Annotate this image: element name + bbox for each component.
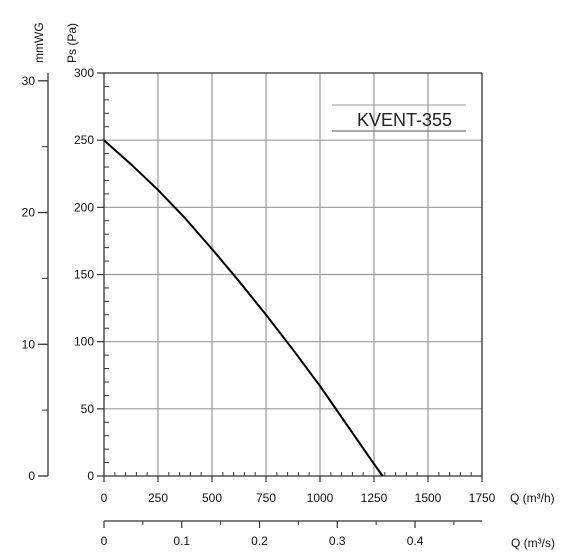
m3s-tick-label: 0 bbox=[101, 534, 108, 548]
mmwg-tick-label: 20 bbox=[22, 206, 36, 220]
m3s-tick-label: 0.2 bbox=[251, 534, 268, 548]
x-tick-label: 250 bbox=[148, 491, 168, 505]
mmwg-tick-label: 30 bbox=[22, 74, 36, 88]
mmwg-axis: 0 10 20 30 bbox=[22, 73, 49, 483]
pa-tick-label: 200 bbox=[74, 200, 94, 214]
model-label-box: KVENT-355 bbox=[332, 104, 466, 132]
m3s-tick-label: 0.3 bbox=[329, 534, 346, 548]
x-tick-label: 1750 bbox=[469, 491, 496, 505]
x-axis-m3s: 0 0.1 0.2 0.3 0.4 bbox=[101, 520, 482, 548]
pa-tick-label: 300 bbox=[74, 66, 94, 80]
fan-curve-line bbox=[103, 139, 384, 477]
x-tick-label: 1000 bbox=[307, 491, 334, 505]
pa-tick-label: 150 bbox=[74, 268, 94, 282]
x-tick-label: 1250 bbox=[361, 491, 388, 505]
pa-tick-label: 50 bbox=[81, 402, 95, 416]
x-axis-title-m3h: Q (m³/h) bbox=[510, 491, 555, 505]
x-tick-label: 1500 bbox=[415, 491, 442, 505]
pa-tick-label: 250 bbox=[74, 133, 94, 147]
m3s-tick-label: 0.4 bbox=[407, 534, 424, 548]
model-label: KVENT-355 bbox=[357, 110, 452, 130]
m3s-tick-label: 0.1 bbox=[173, 534, 190, 548]
mmwg-tick-label: 0 bbox=[28, 469, 35, 483]
pa-axis: 0 50 100 150 200 250 300 bbox=[74, 66, 109, 483]
x-axis-title-m3s: Q (m³/s) bbox=[511, 536, 555, 550]
x-axis-m3h: 0 250 500 750 1000 1250 1500 1750 bbox=[101, 472, 496, 505]
pa-tick-label: 0 bbox=[87, 469, 94, 483]
y-axis-title-mmwg: mmWG bbox=[32, 22, 46, 63]
mmwg-tick-label: 10 bbox=[22, 337, 36, 351]
x-tick-label: 500 bbox=[202, 491, 222, 505]
curve-layer bbox=[103, 139, 384, 477]
x-tick-label: 0 bbox=[101, 491, 108, 505]
x-tick-label: 750 bbox=[256, 491, 276, 505]
pa-tick-label: 100 bbox=[74, 335, 94, 349]
grid-lines bbox=[104, 73, 482, 476]
y-axis-title-pa: Ps (Pa) bbox=[65, 23, 79, 63]
